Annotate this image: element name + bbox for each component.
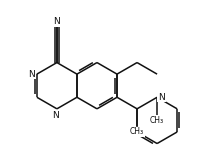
Text: N: N — [54, 17, 60, 26]
Text: N: N — [28, 70, 35, 79]
Text: N: N — [52, 111, 59, 120]
Text: N: N — [158, 93, 165, 102]
Text: CH₃: CH₃ — [130, 127, 144, 136]
Text: CH₃: CH₃ — [150, 116, 164, 125]
